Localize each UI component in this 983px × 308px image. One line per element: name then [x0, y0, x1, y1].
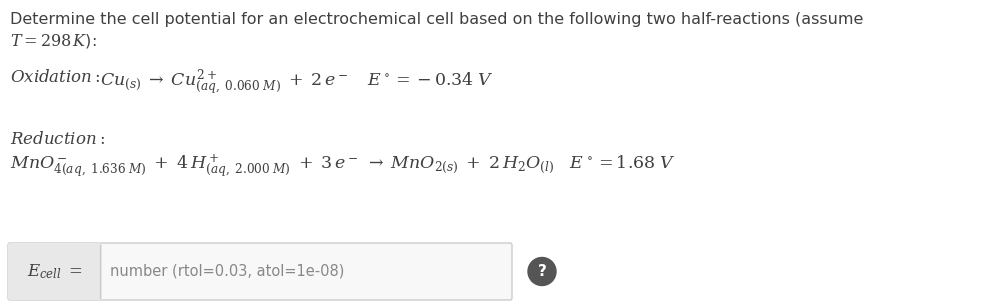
Text: ?: ? — [538, 264, 547, 279]
FancyBboxPatch shape — [8, 243, 102, 300]
Circle shape — [528, 257, 556, 286]
Text: Determine the cell potential for an electrochemical cell based on the following : Determine the cell potential for an elec… — [10, 12, 863, 27]
Text: number (rtol=0.03, atol=1e-08): number (rtol=0.03, atol=1e-08) — [110, 264, 344, 279]
Text: $\mathit{MnO}^-_{4(aq,\;1.636\;M)}\;+\;4\,\mathit{H}^+_{(aq,\;2.000\;M)}\;+\;3\,: $\mathit{MnO}^-_{4(aq,\;1.636\;M)}\;+\;4… — [10, 152, 675, 179]
Text: $E_{cell}\;=$: $E_{cell}\;=$ — [28, 262, 83, 281]
FancyBboxPatch shape — [8, 243, 512, 300]
Text: $\mathit{Oxidation}\mathit{:}$: $\mathit{Oxidation}\mathit{:}$ — [10, 68, 111, 86]
Text: $\mathit{Reduction}\mathit{:}$: $\mathit{Reduction}\mathit{:}$ — [10, 130, 105, 148]
Text: $T = 298\,K$):: $T = 298\,K$): — [10, 32, 96, 50]
Text: $\mathit{Cu}_{(s)}\;\rightarrow\;\mathit{Cu}^{2+}_{(aq,\;0.060\;M)}\;+\;2\,e^-\q: $\mathit{Cu}_{(s)}\;\rightarrow\;\mathit… — [100, 68, 493, 98]
